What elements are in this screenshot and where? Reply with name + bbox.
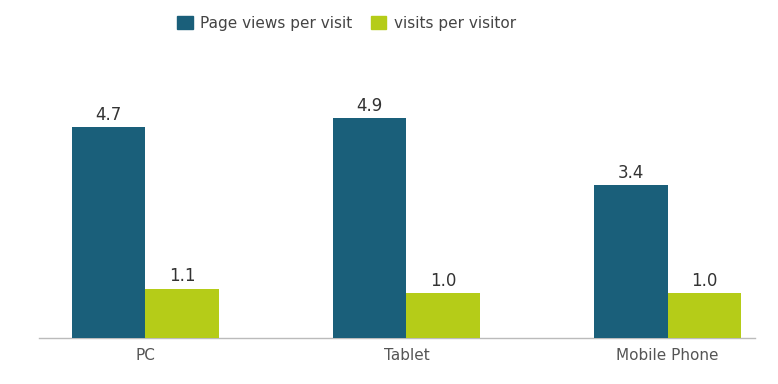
Text: 1.0: 1.0 — [691, 272, 717, 290]
Text: 1.1: 1.1 — [169, 267, 195, 285]
Bar — [668, 293, 741, 338]
Text: 4.7: 4.7 — [96, 106, 121, 124]
Bar — [594, 185, 668, 338]
Bar — [145, 288, 219, 338]
Text: 4.9: 4.9 — [356, 97, 383, 115]
Bar — [406, 293, 480, 338]
Bar — [72, 127, 145, 338]
Text: 1.0: 1.0 — [430, 272, 457, 290]
Text: 3.4: 3.4 — [618, 164, 644, 182]
Bar — [333, 118, 406, 338]
Legend: Page views per visit, visits per visitor: Page views per visit, visits per visitor — [171, 10, 522, 37]
